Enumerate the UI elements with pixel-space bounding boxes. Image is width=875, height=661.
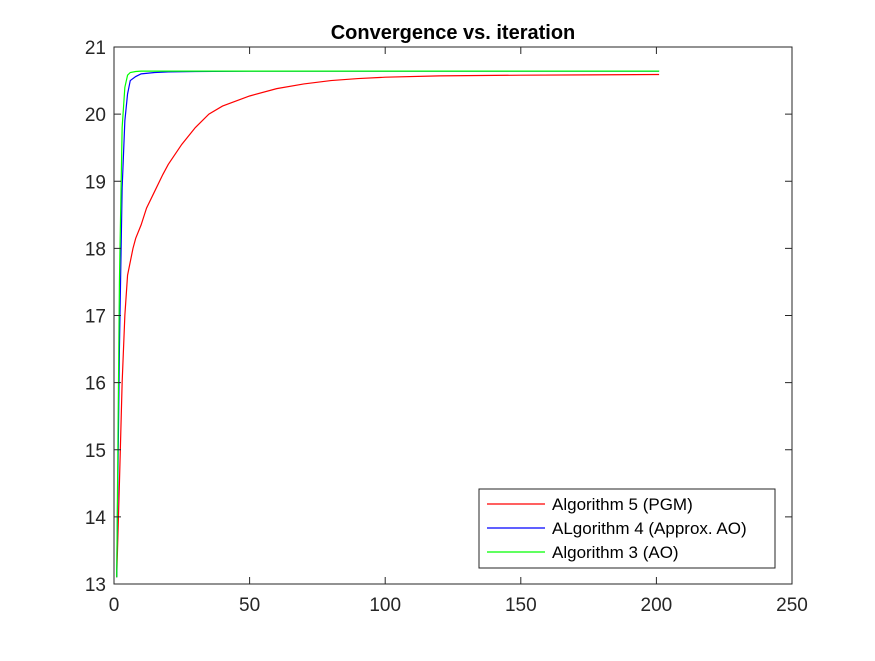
y-tick-label: 13 — [85, 575, 106, 596]
series-line-3 — [116, 70, 660, 578]
x-axis: 0 50 100 150 200 250 — [109, 47, 808, 616]
chart-title: Convergence vs. iteration — [331, 22, 576, 44]
x-tick-label: 100 — [369, 595, 401, 616]
y-tick-label: 18 — [85, 239, 106, 260]
y-tick-label: 16 — [85, 374, 106, 395]
y-tick-label: 17 — [85, 307, 106, 328]
y-tick-label: 14 — [85, 508, 107, 529]
x-tick-label: 200 — [641, 595, 673, 616]
legend: Algorithm 5 (PGM) ALgorithm 4 (Approx. AO… — [478, 488, 776, 569]
series-line-1 — [116, 73, 660, 578]
x-tick-label: 250 — [776, 595, 808, 616]
y-axis: 13 14 15 16 17 18 19 20 21 — [85, 38, 792, 596]
y-tick-label: 15 — [85, 441, 106, 462]
legend-label-2: ALgorithm 4 (Approx. AO) — [552, 519, 747, 538]
y-tick-label: 19 — [85, 172, 106, 193]
legend-label-1: Algorithm 5 (PGM) — [552, 495, 693, 514]
legend-label-3: Algorithm 3 (AO) — [552, 543, 679, 562]
y-tick-label: 21 — [85, 38, 106, 59]
x-tick-label: 0 — [109, 595, 120, 616]
series-layer — [116, 70, 660, 578]
y-tick-label: 20 — [85, 105, 106, 126]
x-tick-label: 50 — [239, 595, 260, 616]
x-tick-label: 150 — [505, 595, 537, 616]
